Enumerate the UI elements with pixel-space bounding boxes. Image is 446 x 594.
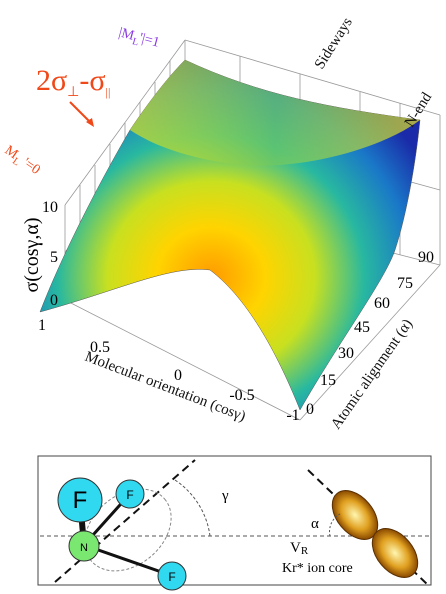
gamma-label: γ: [221, 488, 229, 504]
a-tick-label: 0: [306, 401, 314, 418]
mode-zero-label: ML '=0: [0, 143, 43, 180]
a-tick-label: 75: [397, 275, 413, 292]
figure: 105010.50-0.5-19075604530150 |ML'|=1 Sid…: [0, 0, 446, 594]
combo-label: 2σ⊥-σ||: [36, 64, 110, 100]
f-label: F: [73, 487, 88, 514]
z-tick-label: 5: [50, 249, 58, 266]
a-tick-label: 15: [320, 372, 336, 389]
z-tick-label: 10: [42, 199, 58, 216]
a-tick-label: 60: [374, 295, 390, 312]
a-tick-label: 30: [338, 345, 354, 362]
n-label: N: [80, 542, 88, 554]
f-label: F: [126, 488, 133, 502]
z-tick-label: 0: [50, 292, 58, 309]
a-tick-label: 45: [354, 319, 370, 336]
a-tick-label: 90: [418, 249, 434, 266]
x-tick-label: -1: [286, 407, 299, 424]
f-label: F: [168, 570, 175, 584]
mode-top-label: |ML'|=1: [116, 25, 161, 53]
core-label: Kr* ion core: [282, 561, 353, 576]
x-tick-label: -0.5: [229, 387, 254, 404]
sideways-label: Sideways: [312, 15, 356, 72]
z-axis-label: σ(cosγ,α): [21, 217, 43, 292]
x-tick-label: 1: [38, 317, 46, 334]
diagram: F F F N γ α VR Kr* ion core: [38, 456, 431, 590]
x-axis-label: Molecular orientation (cosγ): [83, 349, 248, 425]
n-end-label: N-end: [402, 89, 436, 130]
alpha-label: α: [311, 516, 319, 532]
